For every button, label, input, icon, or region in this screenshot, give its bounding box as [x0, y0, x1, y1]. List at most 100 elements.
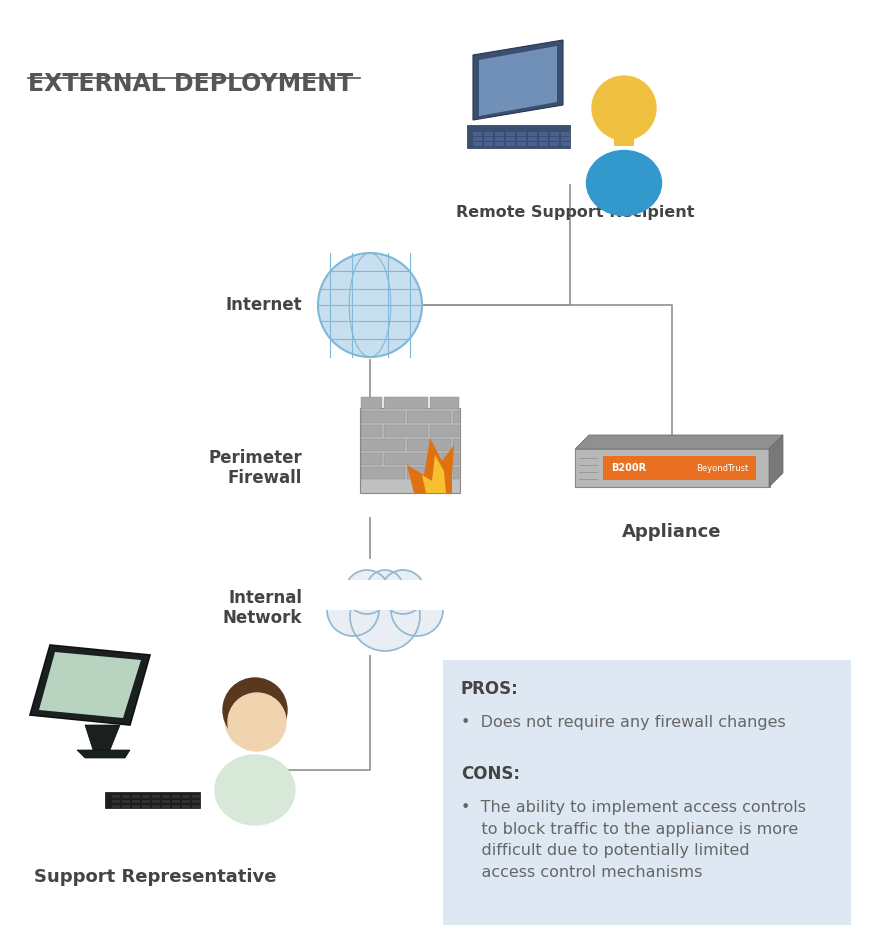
FancyBboxPatch shape — [430, 453, 459, 465]
Polygon shape — [495, 132, 504, 136]
FancyBboxPatch shape — [162, 800, 170, 803]
FancyBboxPatch shape — [315, 580, 455, 610]
FancyBboxPatch shape — [172, 795, 180, 798]
FancyBboxPatch shape — [384, 397, 428, 409]
Polygon shape — [467, 125, 570, 148]
FancyBboxPatch shape — [361, 425, 382, 437]
FancyBboxPatch shape — [162, 805, 170, 808]
FancyBboxPatch shape — [132, 805, 140, 808]
Polygon shape — [473, 40, 563, 120]
Ellipse shape — [587, 151, 662, 215]
Polygon shape — [77, 750, 130, 758]
Polygon shape — [561, 132, 570, 136]
FancyBboxPatch shape — [614, 126, 634, 146]
Polygon shape — [769, 435, 783, 487]
FancyBboxPatch shape — [384, 453, 428, 465]
FancyBboxPatch shape — [384, 425, 428, 437]
Polygon shape — [506, 132, 515, 136]
FancyBboxPatch shape — [453, 467, 459, 479]
Text: Support Representative: Support Representative — [34, 868, 276, 886]
FancyBboxPatch shape — [132, 795, 140, 798]
Text: BeyondTrust: BeyondTrust — [696, 464, 748, 472]
FancyBboxPatch shape — [122, 805, 130, 808]
Polygon shape — [30, 645, 150, 725]
FancyBboxPatch shape — [142, 805, 150, 808]
FancyBboxPatch shape — [443, 660, 851, 925]
Polygon shape — [85, 725, 120, 750]
FancyBboxPatch shape — [245, 727, 265, 745]
FancyBboxPatch shape — [361, 467, 405, 479]
Circle shape — [228, 693, 286, 751]
Polygon shape — [473, 137, 482, 141]
FancyBboxPatch shape — [361, 453, 382, 465]
Circle shape — [318, 253, 422, 357]
Polygon shape — [422, 455, 446, 493]
Polygon shape — [484, 137, 493, 141]
FancyBboxPatch shape — [112, 800, 120, 803]
Text: CONS:: CONS: — [461, 765, 520, 783]
Polygon shape — [528, 142, 537, 146]
Polygon shape — [479, 46, 557, 116]
Polygon shape — [517, 132, 526, 136]
Polygon shape — [539, 132, 548, 136]
Text: EXTERNAL DEPLOYMENT: EXTERNAL DEPLOYMENT — [28, 72, 353, 96]
Polygon shape — [539, 137, 548, 141]
FancyBboxPatch shape — [152, 795, 160, 798]
FancyBboxPatch shape — [575, 449, 770, 487]
Polygon shape — [539, 142, 548, 146]
Polygon shape — [473, 142, 482, 146]
FancyBboxPatch shape — [360, 408, 460, 493]
Polygon shape — [105, 792, 200, 808]
Polygon shape — [506, 137, 515, 141]
FancyBboxPatch shape — [172, 800, 180, 803]
Circle shape — [367, 570, 403, 606]
FancyBboxPatch shape — [407, 439, 451, 451]
Text: •  Does not require any firewall changes: • Does not require any firewall changes — [461, 715, 786, 730]
Circle shape — [592, 76, 656, 140]
Text: B200R: B200R — [611, 463, 646, 473]
FancyBboxPatch shape — [142, 795, 150, 798]
FancyBboxPatch shape — [162, 795, 170, 798]
Polygon shape — [550, 132, 559, 136]
Text: PROS:: PROS: — [461, 680, 519, 698]
Polygon shape — [561, 142, 570, 146]
FancyBboxPatch shape — [192, 800, 200, 803]
FancyBboxPatch shape — [152, 805, 160, 808]
FancyBboxPatch shape — [182, 795, 190, 798]
Text: Remote Support Recipient: Remote Support Recipient — [456, 205, 694, 220]
FancyBboxPatch shape — [430, 425, 459, 437]
FancyBboxPatch shape — [132, 800, 140, 803]
FancyBboxPatch shape — [152, 800, 160, 803]
Polygon shape — [528, 137, 537, 141]
FancyBboxPatch shape — [142, 800, 150, 803]
FancyBboxPatch shape — [361, 411, 405, 423]
Polygon shape — [550, 142, 559, 146]
Polygon shape — [495, 142, 504, 146]
Polygon shape — [506, 142, 515, 146]
Circle shape — [350, 581, 420, 651]
FancyBboxPatch shape — [453, 439, 459, 451]
Polygon shape — [484, 142, 493, 146]
Ellipse shape — [215, 755, 295, 825]
FancyBboxPatch shape — [603, 456, 756, 480]
Polygon shape — [495, 137, 504, 141]
Polygon shape — [517, 142, 526, 146]
Polygon shape — [561, 137, 570, 141]
FancyBboxPatch shape — [172, 805, 180, 808]
FancyBboxPatch shape — [122, 795, 130, 798]
FancyBboxPatch shape — [112, 805, 120, 808]
Polygon shape — [517, 137, 526, 141]
FancyBboxPatch shape — [407, 467, 451, 479]
Polygon shape — [473, 132, 482, 136]
Text: •  The ability to implement access controls
    to block traffic to the applianc: • The ability to implement access contro… — [461, 800, 806, 880]
Text: Appliance: Appliance — [622, 523, 722, 541]
Text: Perimeter
Firewall: Perimeter Firewall — [209, 448, 302, 487]
FancyBboxPatch shape — [182, 805, 190, 808]
Circle shape — [391, 584, 443, 636]
Polygon shape — [484, 132, 493, 136]
Circle shape — [345, 570, 389, 614]
FancyBboxPatch shape — [430, 397, 459, 409]
Polygon shape — [550, 137, 559, 141]
FancyBboxPatch shape — [182, 800, 190, 803]
FancyBboxPatch shape — [112, 795, 120, 798]
